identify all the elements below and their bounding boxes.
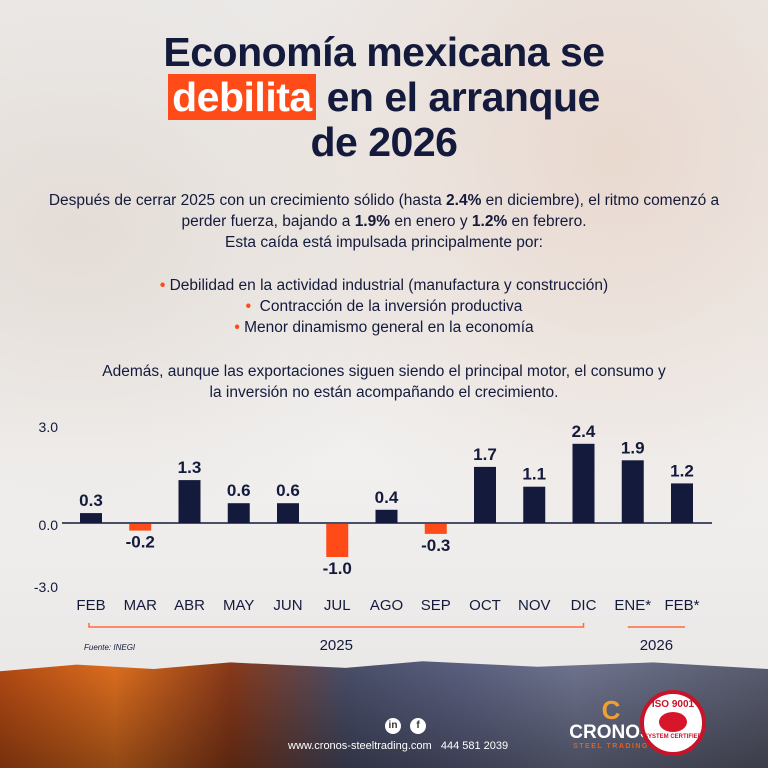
group-bracket <box>88 623 585 628</box>
linkedin-icon[interactable]: in <box>385 718 401 734</box>
intro-bold: 1.2% <box>471 213 508 230</box>
logo-mark-icon: C <box>601 695 621 725</box>
data-label: 0.6 <box>227 481 251 500</box>
page-title: Economía mexicana se debilita en el arra… <box>0 30 768 165</box>
data-label: -1.0 <box>323 559 352 578</box>
title-highlight: debilita <box>168 74 316 120</box>
x-tick-label: AGO <box>370 597 403 614</box>
y-tick-label: -3.0 <box>34 579 58 595</box>
title-line1: Economía mexicana se <box>163 29 605 75</box>
data-label: 1.2 <box>670 461 694 480</box>
x-tick-label: JUN <box>273 597 302 614</box>
facebook-icon[interactable]: f <box>410 718 426 734</box>
data-label: 1.9 <box>621 438 645 457</box>
intro-text: en febrero. <box>507 213 587 230</box>
bullet-item: • Contracción de la inversión productiva <box>245 298 523 315</box>
x-tick-label: SEP <box>421 597 451 614</box>
bar <box>326 524 349 557</box>
iso-badge: ISO 9001 SYSTEM CERTIFIED <box>640 690 706 756</box>
source-note: Fuente: INEGI <box>84 643 136 652</box>
x-tick-label: FEB <box>76 597 105 614</box>
x-tick-label: ENE* <box>614 597 651 614</box>
title-line3: de 2026 <box>310 119 458 165</box>
brand-name: CRONOS <box>569 722 653 743</box>
intro-text: en diciembre), el ritmo comenzó a perder… <box>181 192 720 230</box>
iso-top: ISO 9001 <box>651 699 695 710</box>
bar <box>523 486 546 523</box>
bar <box>572 443 595 523</box>
data-label: 0.4 <box>375 488 399 507</box>
intro-line3: Esta caída está impulsada principalmente… <box>225 234 543 251</box>
title-line2: en el arranque <box>326 74 601 120</box>
intro-bold: 1.9% <box>354 213 391 230</box>
bar <box>129 524 152 531</box>
phone-number: 444 581 2039 <box>440 740 509 752</box>
bullet-item: • Menor dinamismo general en la economía <box>234 319 534 336</box>
bar <box>671 483 693 523</box>
bullet-text: Contracción de la inversión productiva <box>259 298 523 315</box>
bar <box>178 480 201 523</box>
x-tick-label: ABR <box>174 597 205 614</box>
bullet-item: • Debilidad en la actividad industrial (… <box>159 277 609 294</box>
data-label: -0.3 <box>421 536 450 555</box>
bar <box>227 503 250 523</box>
bar <box>621 460 644 523</box>
x-tick-label: JUL <box>324 597 351 614</box>
intro-paragraph: Después de cerrar 2025 con un crecimient… <box>40 190 728 253</box>
y-tick-label: 3.0 <box>39 419 59 435</box>
intro-text: en enero y <box>390 213 472 230</box>
data-label: 0.6 <box>276 481 300 500</box>
x-tick-label: MAR <box>124 597 158 614</box>
data-label: 2.4 <box>572 422 596 441</box>
data-label: 1.1 <box>522 465 546 484</box>
bar-chart: 3.0 0.0 -3.0 0.3 FEB -0.2 MAR 1.3 ABR 0.6 MAY 0.6 JU… <box>34 419 712 654</box>
data-label: 1.3 <box>178 458 202 477</box>
brand-sub: STEEL TRADING <box>573 743 649 750</box>
bullet-list: • Debilidad en la actividad industrial (… <box>40 275 728 338</box>
bullet-text: Menor dinamismo general en la economía <box>244 319 534 336</box>
data-label: 0.3 <box>79 491 103 510</box>
footer-banner <box>0 661 768 768</box>
data-label: 1.7 <box>473 445 497 464</box>
intro-bold: 2.4% <box>446 192 482 209</box>
bullet-text: Debilidad en la actividad industrial (ma… <box>169 277 609 294</box>
group-label: 2026 <box>640 637 673 654</box>
bar <box>424 524 447 534</box>
intro-text: Después de cerrar 2025 con un crecimient… <box>48 192 447 209</box>
x-tick-label: DIC <box>571 597 597 614</box>
closing-paragraph: Además, aunque las exportaciones siguen … <box>102 363 666 401</box>
group-label: 2025 <box>320 637 353 654</box>
x-tick-label: MAY <box>223 597 254 614</box>
x-tick-label: FEB* <box>664 597 699 614</box>
globe-icon <box>659 712 687 732</box>
data-label: -0.2 <box>126 533 155 552</box>
iso-bottom: SYSTEM CERTIFIED <box>644 734 703 740</box>
website-link[interactable]: www.cronos-steeltrading.com <box>288 740 432 752</box>
x-tick-label: OCT <box>469 597 501 614</box>
bar <box>277 503 299 523</box>
bar <box>375 509 398 523</box>
bar <box>80 513 102 523</box>
bar <box>474 466 496 523</box>
contact-info: www.cronos-steeltrading.com 444 581 2039 <box>288 740 508 752</box>
cronos-logo: C CRONOS STEEL TRADING <box>566 697 656 750</box>
x-tick-label: NOV <box>518 597 551 614</box>
y-tick-label: 0.0 <box>39 517 59 533</box>
